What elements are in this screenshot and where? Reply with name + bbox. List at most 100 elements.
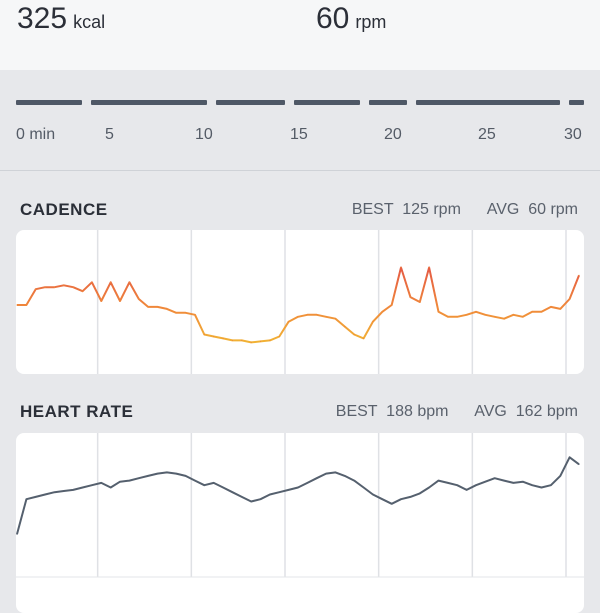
cadence-point <box>522 316 524 318</box>
heart-rate-point <box>559 475 561 477</box>
cadence-point <box>222 337 224 339</box>
heart-rate-point <box>63 490 65 492</box>
cadence-point <box>540 311 543 313</box>
heart-rate-point <box>494 477 496 479</box>
heart-rate-point <box>456 484 458 486</box>
heart-rate-point <box>203 484 205 486</box>
cadence-point <box>466 314 468 316</box>
heart-rate-gridlines <box>96 433 567 577</box>
cadence-point <box>353 333 355 336</box>
heart-rate-line <box>16 456 580 535</box>
timeline-segment <box>416 100 560 105</box>
cadence-best-label: BEST <box>351 201 394 218</box>
calories-value: 325 <box>17 2 68 35</box>
heart-rate-point <box>391 503 393 505</box>
heart-rate-point <box>428 486 430 489</box>
timeline-segment <box>91 100 207 105</box>
heart-rate-point <box>306 482 308 484</box>
cadence-point <box>63 284 65 286</box>
heart-rate-point <box>194 480 196 482</box>
cadence-point <box>269 339 271 341</box>
cadence-gridlines <box>96 230 567 374</box>
heart-rate-point <box>119 481 121 483</box>
heart-rate-point <box>344 475 346 477</box>
heart-rate-point <box>138 477 140 479</box>
cadence-point <box>344 326 346 328</box>
timeline-segment <box>16 100 82 105</box>
cadence-point <box>194 314 196 316</box>
cadence-point <box>44 286 46 288</box>
cadence-point <box>559 308 561 310</box>
cadence-point <box>325 316 327 318</box>
cadence-point <box>110 281 112 283</box>
heart-rate-point <box>175 473 177 475</box>
heart-rate-point <box>540 486 543 489</box>
cadence-chart <box>16 230 580 374</box>
cadence-point <box>259 340 262 342</box>
heart-rate-point <box>316 477 318 479</box>
cadence-point <box>437 311 440 313</box>
cadence-point <box>400 266 402 269</box>
cadence-value: 60 <box>316 2 350 35</box>
heart-rate-point <box>484 481 486 483</box>
heart-rate-point <box>569 456 571 458</box>
timeline-tick: 5 <box>105 126 114 143</box>
cadence-point <box>241 339 243 341</box>
cadence-point <box>391 304 393 306</box>
heart-rate-point <box>231 491 233 493</box>
heart-rate-point <box>82 486 84 489</box>
cadence-point <box>550 306 552 308</box>
workout-timeline[interactable]: 0 min 5 10 15 20 25 30 <box>0 70 600 170</box>
cadence-best-value: 125 rpm <box>402 201 461 218</box>
heart-rate-series <box>16 456 580 535</box>
heart-rate-point <box>353 480 355 482</box>
heart-rate-point <box>288 489 290 491</box>
cadence-point <box>297 316 299 318</box>
timeline-segment <box>216 100 285 105</box>
summary-bar: 325 kcal 60 rpm <box>0 0 600 70</box>
heart-rate-point <box>166 471 168 473</box>
timeline-tick: 20 <box>384 126 402 143</box>
heart-rate-point <box>437 480 440 482</box>
cadence-point <box>428 266 430 269</box>
heart-rate-point <box>578 463 580 465</box>
cadence-point <box>381 311 383 313</box>
cadence-point <box>203 333 205 336</box>
heart-rate-point <box>372 493 374 496</box>
heart-rate-point <box>222 486 224 489</box>
heart-rate-chart-card[interactable] <box>16 433 584 613</box>
heart-rate-point <box>72 489 74 491</box>
cadence-point <box>119 300 121 302</box>
heart-rate-point <box>531 484 533 486</box>
cadence-point <box>447 316 449 318</box>
cadence-point <box>25 304 27 306</box>
cadence-point <box>156 306 159 308</box>
heart-rate-point <box>278 491 280 493</box>
timeline-segment <box>294 100 360 105</box>
cadence-point <box>372 321 374 323</box>
heart-rate-point <box>147 475 149 477</box>
heart-rate-point <box>110 486 112 489</box>
cadence-point <box>503 318 505 320</box>
heart-rate-point <box>419 492 421 494</box>
cadence-point <box>100 300 102 302</box>
heart-rate-point <box>91 484 93 486</box>
cadence-point <box>578 274 580 276</box>
heart-rate-title: HEART RATE <box>20 402 134 421</box>
cadence-point <box>185 312 187 314</box>
heart-rate-point <box>156 473 159 475</box>
heart-rate-point <box>381 498 383 500</box>
cadence-point <box>82 290 84 292</box>
cadence-point <box>316 314 318 316</box>
cadence-point <box>138 298 140 300</box>
cadence-point <box>475 311 477 313</box>
cadence-point <box>91 281 93 283</box>
cadence-chart-card[interactable] <box>16 230 584 374</box>
heart-rate-point <box>250 500 252 503</box>
heart-rate-point <box>269 493 271 496</box>
heart-rate-point <box>259 498 262 500</box>
cadence-point <box>175 312 177 314</box>
heart-rate-summary: BEST 188 bpm AVG 162 bpm <box>336 403 578 421</box>
cadence-point <box>363 337 365 339</box>
cadence-point <box>35 288 37 290</box>
